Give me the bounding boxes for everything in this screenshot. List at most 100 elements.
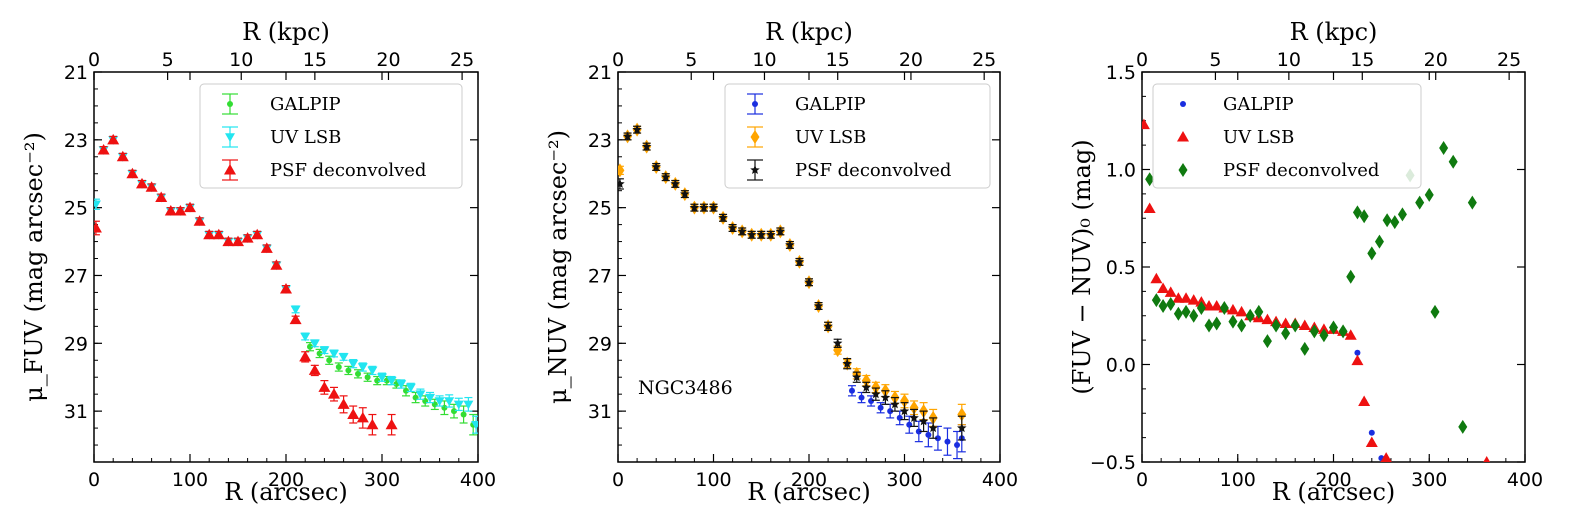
- data-point: [300, 332, 311, 342]
- data-point: [957, 407, 967, 422]
- legend-box: [724, 83, 991, 189]
- top-tick-label: 0: [612, 49, 624, 71]
- data-point: [1483, 456, 1491, 462]
- data-point: [1344, 329, 1357, 340]
- data-point: [622, 131, 633, 141]
- x-tick-label: 300: [364, 469, 400, 491]
- data-point: [1187, 294, 1200, 305]
- data-point: [861, 382, 872, 392]
- data-point: [116, 150, 129, 162]
- data-point: [290, 305, 301, 315]
- data-point: [1204, 318, 1214, 333]
- data-point: [925, 431, 932, 438]
- data-point: [136, 177, 148, 189]
- data-point: [366, 418, 379, 430]
- data-point: [308, 364, 321, 375]
- chart-panel-3: 0 100 200 300 400−0.50.00.51.01.50 5 10 15 20 25R…: [1068, 18, 1543, 506]
- data-point: [632, 124, 642, 134]
- series-psf-deconvolved: [1145, 141, 1477, 434]
- data-point: [1309, 324, 1319, 339]
- data-point: [618, 163, 625, 178]
- data-point: [471, 420, 478, 430]
- top-tick-label: 10: [1277, 49, 1301, 71]
- data-point: [1354, 349, 1361, 356]
- top-axis-label: R (kpc): [1290, 18, 1378, 46]
- data-point: [1430, 304, 1440, 319]
- data-point: [1254, 304, 1264, 319]
- series-galpip: [847, 385, 966, 460]
- data-point: [94, 222, 102, 233]
- data-point: [1358, 395, 1371, 407]
- data-point: [1157, 282, 1170, 293]
- x-tick-label: 100: [172, 469, 208, 491]
- data-point: [880, 392, 891, 402]
- data-point: [316, 350, 323, 357]
- data-point: [1329, 320, 1338, 335]
- data-point: [1212, 316, 1222, 331]
- data-point: [367, 366, 378, 376]
- y-tick-label: 21: [588, 62, 612, 84]
- y-tick-label: 25: [64, 198, 88, 220]
- top-tick-label: 15: [303, 49, 327, 71]
- data-point: [94, 200, 101, 210]
- data-point: [1439, 141, 1449, 156]
- data-point: [460, 411, 467, 418]
- data-point: [356, 411, 369, 423]
- data-point: [1180, 292, 1193, 303]
- data-point: [1261, 313, 1274, 325]
- x-tick-label: 0: [1136, 469, 1148, 491]
- data-point: [319, 346, 330, 356]
- x-tick-label: 300: [886, 469, 922, 491]
- data-point: [1300, 341, 1310, 356]
- legend-label: UV LSB: [1223, 127, 1294, 148]
- y-axis-label: μ_NUV (mag arcsec⁻²): [544, 130, 572, 404]
- data-layer: [94, 133, 478, 436]
- data-point: [1351, 354, 1364, 366]
- top-tick-label: 20: [376, 49, 400, 71]
- data-point: [1338, 324, 1348, 339]
- data-point: [1352, 205, 1362, 220]
- data-point: [1271, 318, 1281, 333]
- data-point: [708, 202, 719, 212]
- data-point: [1368, 429, 1375, 436]
- data-point: [335, 364, 342, 371]
- data-point: [396, 380, 407, 389]
- data-point: [451, 408, 457, 415]
- data-point: [1346, 269, 1356, 284]
- legend-marker: [224, 164, 236, 175]
- data-point: [699, 202, 709, 212]
- data-point: [1374, 234, 1384, 249]
- legend-box: [199, 83, 463, 189]
- top-tick-label: 10: [752, 49, 776, 71]
- data-point: [689, 202, 700, 212]
- legend: GALPIP UV LSB PSF deconvolved: [199, 83, 463, 189]
- chart-panel-1: 0 100 200 300 400 21 23 25 27 29 31 0 5 10 15 20 25 R (ar…: [20, 18, 496, 506]
- data-point: [1158, 299, 1168, 313]
- data-point: [222, 235, 235, 247]
- galaxy-name: NGC3486: [638, 377, 733, 399]
- legend-marker: [1177, 131, 1189, 142]
- top-tick-label: 5: [162, 49, 174, 71]
- data-point: [804, 277, 814, 287]
- data-point: [785, 239, 795, 249]
- legend-marker: [1178, 163, 1188, 177]
- data-point: [241, 232, 254, 243]
- top-tick-label: 15: [1350, 49, 1374, 71]
- x-tick-label: 300: [1411, 469, 1447, 491]
- x-tick-label: 0: [88, 469, 100, 491]
- data-point: [1245, 308, 1255, 323]
- data-point: [890, 399, 900, 409]
- data-point: [355, 370, 361, 377]
- data-point: [193, 215, 206, 226]
- data-point: [364, 374, 371, 381]
- y-axis-label: μ_FUV (mag arcsec⁻²): [20, 132, 48, 402]
- y-tick-label: 27: [64, 265, 88, 287]
- data-point: [887, 408, 894, 415]
- data-point: [918, 416, 929, 426]
- data-point: [1150, 272, 1163, 284]
- data-point: [374, 377, 381, 384]
- top-tick-label: 10: [229, 49, 253, 71]
- legend: GALPIP UV LSB PSF deconvolved: [1152, 83, 1422, 189]
- data-point: [718, 212, 728, 222]
